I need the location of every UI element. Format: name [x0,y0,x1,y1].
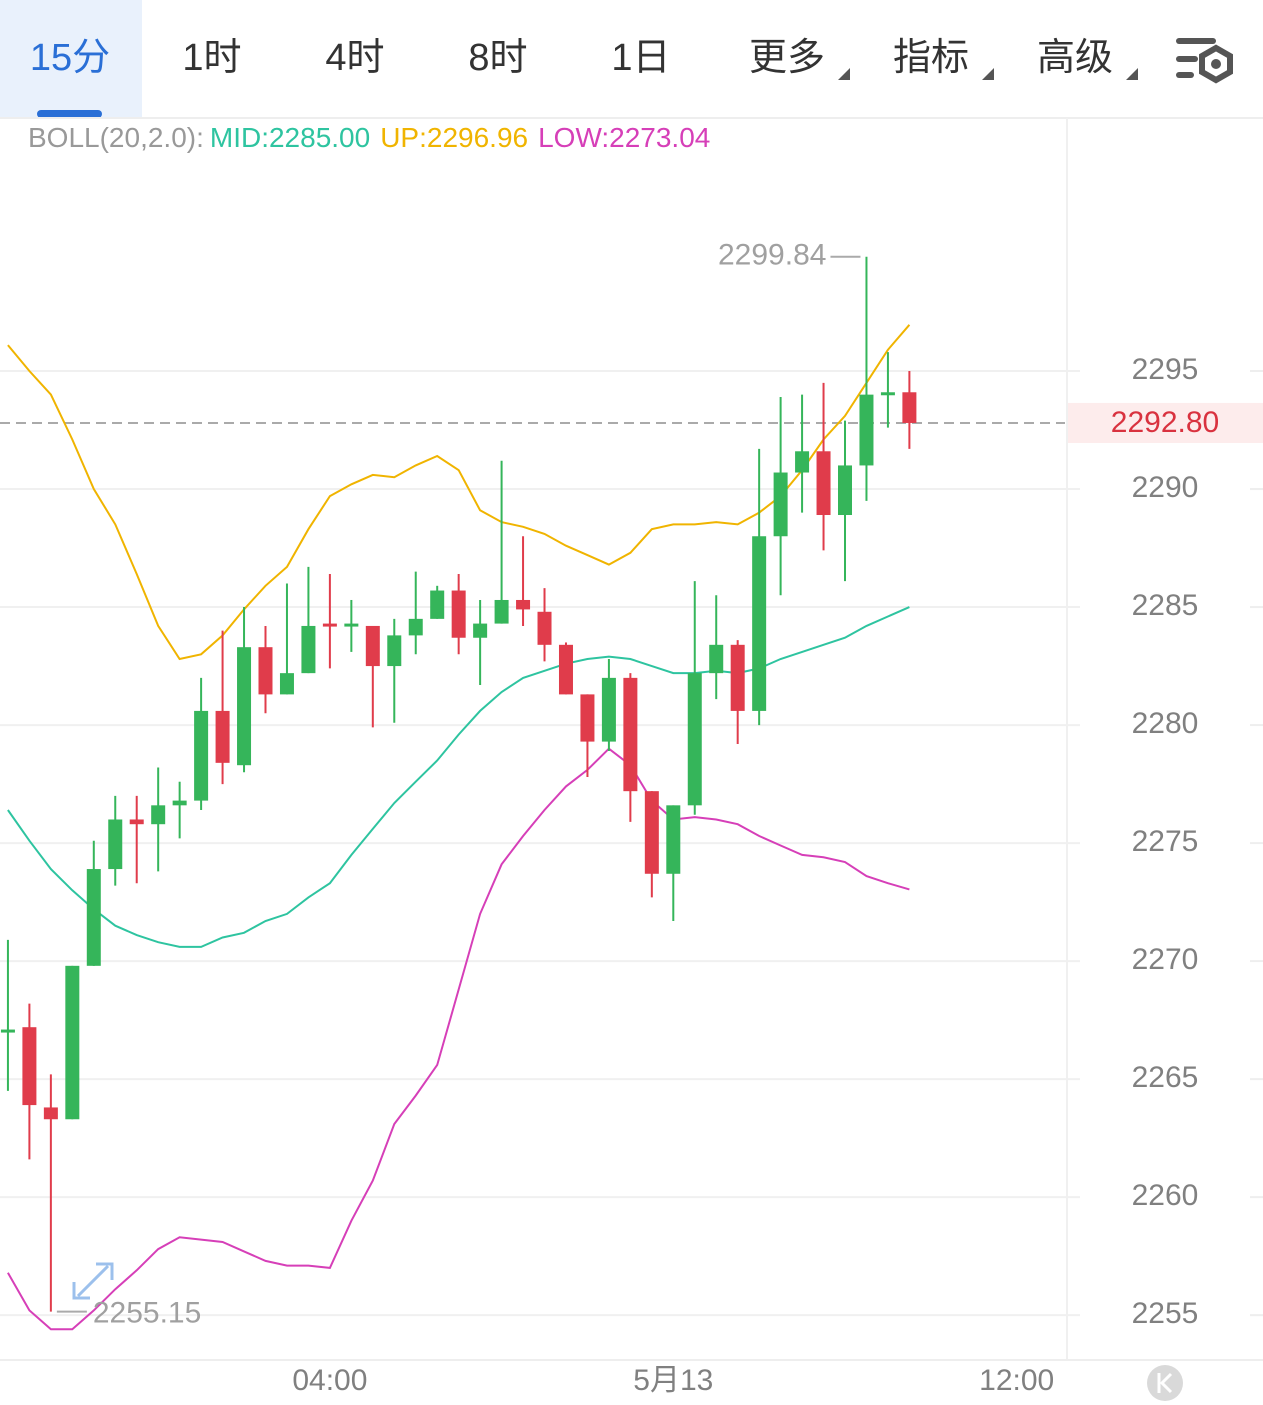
indicator-low: LOW:2273.04 [538,122,710,153]
candle-body [537,611,552,645]
x-tick-label: 5月13 [633,1364,713,1397]
settings-icon[interactable] [1176,38,1233,84]
candle-body [172,800,187,806]
candle-body [86,869,101,966]
candle-body [22,1027,37,1106]
indicator-name: BOLL(20,2.0): [28,122,204,153]
y-tick-label: 2260 [1132,1179,1199,1212]
tab-bar [0,0,1263,118]
tab[interactable]: 更多 [749,37,825,79]
candle-body [709,644,724,674]
candle-body [215,710,230,763]
candle-body [194,710,209,801]
candle-body [108,819,123,870]
candle-body [408,618,423,636]
candle-body [344,623,359,627]
y-tick-label: 2255 [1132,1297,1199,1330]
reset-circle [1147,1365,1183,1401]
candle-body [129,819,144,825]
candle-body [838,465,853,516]
indicator-header: BOLL(20,2.0): MID:2285.00 UP:2296.96 LOW:22… [28,122,710,153]
candle-body [151,805,166,825]
tab[interactable]: 15分 [30,37,110,79]
candle-body [644,791,659,874]
candle-body [880,392,895,396]
candle-body [623,677,638,792]
candle-body [301,625,316,674]
icon-bar [1176,38,1216,44]
candle-body [795,451,810,473]
y-tick-label: 2280 [1132,707,1199,740]
candle-body [773,472,788,537]
last-price-label: 2292.80 [1111,406,1219,439]
x-tick-label: 04:00 [292,1364,367,1397]
icon-hex [1199,44,1233,84]
candle-body [580,694,595,742]
dropdown-arrows [838,68,1138,80]
icon-bar [1176,56,1198,62]
candle-body [494,599,509,624]
band-line [7,606,910,948]
tab[interactable]: 8时 [468,37,527,79]
y-tick-label: 2290 [1132,471,1199,504]
y-tick-label: 2295 [1132,353,1199,386]
min-label: 2255.15 [93,1297,201,1330]
expand-icon[interactable] [72,1262,114,1300]
candle-body [473,623,488,638]
candle-body [322,623,337,627]
y-tick-label: 2285 [1132,589,1199,622]
candle-body [516,599,531,610]
plot [0,255,1263,1331]
candle-body [859,394,874,466]
candle-body [43,1107,58,1120]
tab[interactable]: 4时 [325,37,384,79]
y-tick-label: 2265 [1132,1061,1199,1094]
candle-body [902,392,917,423]
candle-body [279,673,294,695]
icon-dot [1211,59,1221,69]
candle-body [237,647,252,766]
expand-arrows [72,1262,114,1300]
candle-body [451,590,466,638]
max-label: 2299.84 [718,239,826,272]
candle-body [601,677,616,742]
tab-selected-bg [0,0,142,118]
tab-indicator [37,110,102,118]
candle-body [365,625,380,667]
icon-bar [1176,72,1194,78]
reset-button[interactable] [1147,1365,1183,1401]
tab[interactable]: 高级 [1037,37,1113,79]
candle-body [730,644,745,711]
candle-body [65,965,80,1120]
x-tick-label: 12:00 [979,1364,1054,1397]
candle-body [0,1029,15,1033]
candle-body [430,590,445,619]
candle-body [558,644,573,695]
reset-glyph [1157,1372,1173,1394]
candle-body [258,647,273,695]
candle-body [666,805,681,874]
candle-body [387,635,402,667]
indicator-up: UP:2296.96 [380,122,528,153]
indicator-mid: MID:2285.00 [210,122,370,153]
y-tick-label: 2275 [1132,825,1199,858]
candle-body [752,536,767,711]
tab[interactable]: 1时 [182,37,241,79]
candle-body [687,673,702,806]
last-price-bg [1068,402,1263,443]
tab[interactable]: 1日 [611,37,670,79]
tab[interactable]: 指标 [893,37,969,79]
band-line [7,747,910,1331]
candle-body [816,451,831,516]
y-tick-label: 2270 [1132,943,1199,976]
